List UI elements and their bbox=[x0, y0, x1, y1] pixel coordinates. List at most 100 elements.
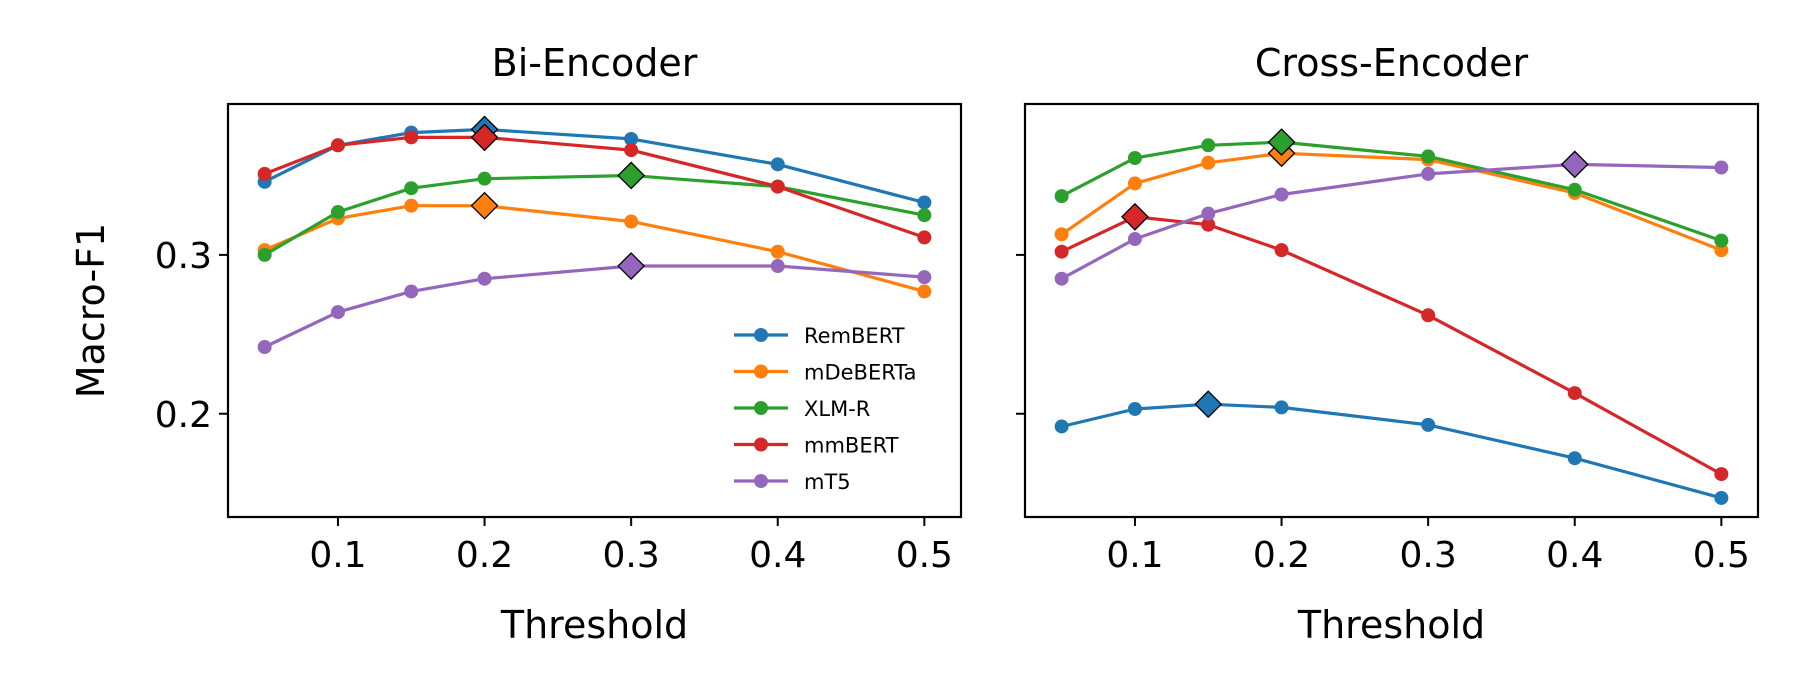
best-threshold-marker bbox=[1121, 202, 1149, 231]
data-point bbox=[917, 284, 932, 299]
series-mmBERT bbox=[1054, 202, 1729, 482]
data-point bbox=[404, 130, 419, 145]
x-tick-label: 0.1 bbox=[1106, 535, 1163, 576]
data-point bbox=[1127, 401, 1142, 416]
data-point bbox=[330, 138, 345, 153]
data-point bbox=[1054, 227, 1069, 242]
data-point bbox=[257, 247, 272, 262]
y-axis-label: Macro-F1 bbox=[69, 223, 113, 398]
best-threshold-marker bbox=[617, 161, 646, 190]
best-threshold-marker bbox=[1194, 390, 1223, 419]
legend-swatch-marker bbox=[754, 328, 768, 342]
data-point bbox=[404, 181, 419, 196]
data-point bbox=[1127, 232, 1142, 247]
data-point bbox=[1567, 182, 1582, 197]
y-tick-label: 0.3 bbox=[155, 236, 212, 277]
data-point bbox=[917, 270, 932, 285]
legend-label: mDeBERTa bbox=[804, 361, 917, 385]
data-point bbox=[257, 166, 272, 181]
data-point bbox=[1421, 417, 1436, 432]
chart-panel-1: 0.1 0.2 0.3 0.4 0.5 0.2 0.3 Bi-Encoder Threshold… bbox=[69, 41, 963, 647]
legend-swatch-marker bbox=[754, 401, 768, 415]
x-tick-label: 0.3 bbox=[603, 535, 660, 576]
legend-swatch-marker bbox=[754, 474, 768, 488]
x-tick-label: 0.4 bbox=[1546, 535, 1603, 576]
best-threshold-marker bbox=[470, 123, 499, 152]
data-point bbox=[1201, 206, 1216, 221]
data-point bbox=[1274, 400, 1289, 415]
legend-label: mmBERT bbox=[804, 434, 899, 458]
data-point bbox=[1421, 166, 1436, 181]
data-point bbox=[1054, 271, 1069, 286]
data-point bbox=[770, 259, 785, 274]
data-point bbox=[404, 284, 419, 299]
best-threshold-marker bbox=[470, 191, 499, 220]
data-point bbox=[1201, 138, 1216, 153]
data-point bbox=[1201, 217, 1216, 232]
data-point bbox=[257, 340, 272, 355]
data-point bbox=[1054, 189, 1069, 204]
x-axis-label: Threshold bbox=[500, 603, 688, 647]
data-point bbox=[1127, 176, 1142, 191]
data-point bbox=[1274, 243, 1289, 258]
legend-swatch-marker bbox=[754, 364, 768, 379]
data-point bbox=[770, 157, 785, 172]
chart-title: Cross-Encoder bbox=[1255, 41, 1529, 85]
data-point bbox=[1274, 187, 1289, 202]
y-tick-label: 0.2 bbox=[155, 395, 212, 436]
data-point bbox=[917, 208, 932, 223]
series-mDeBERTa bbox=[1054, 139, 1729, 258]
data-point bbox=[1714, 233, 1729, 248]
data-point bbox=[330, 205, 345, 220]
data-point bbox=[1567, 386, 1582, 401]
legend-swatch-marker bbox=[754, 437, 768, 452]
series-mT5 bbox=[1054, 150, 1729, 286]
best-threshold-marker bbox=[617, 252, 646, 280]
data-point bbox=[1127, 151, 1142, 166]
series-line bbox=[264, 135, 925, 239]
data-point bbox=[1421, 149, 1436, 164]
x-tick-label: 0.2 bbox=[456, 535, 513, 576]
legend-label: mT5 bbox=[804, 470, 851, 494]
data-point bbox=[624, 214, 639, 229]
series-XLM-R bbox=[1054, 128, 1729, 248]
series-line bbox=[263, 204, 925, 293]
x-tick-label: 0.1 bbox=[309, 535, 366, 576]
x-tick-label: 0.5 bbox=[1693, 535, 1750, 576]
x-axis-label: Threshold bbox=[1297, 603, 1485, 647]
series-line bbox=[1060, 151, 1722, 252]
best-threshold-marker bbox=[1267, 128, 1296, 157]
series-line bbox=[1061, 215, 1723, 476]
data-point bbox=[1054, 419, 1069, 434]
series-line bbox=[1060, 162, 1722, 281]
data-point bbox=[1714, 490, 1729, 505]
series-mT5 bbox=[257, 252, 932, 355]
plot-frame bbox=[226, 102, 963, 519]
data-point bbox=[477, 171, 492, 186]
data-point bbox=[1421, 308, 1436, 323]
chart-title: Bi-Encoder bbox=[492, 41, 698, 85]
data-point bbox=[1714, 467, 1729, 482]
legend-label: XLM-R bbox=[804, 397, 870, 421]
x-tick-label: 0.2 bbox=[1253, 535, 1310, 576]
data-point bbox=[477, 271, 492, 286]
series-RemBERT bbox=[1054, 390, 1729, 505]
data-point bbox=[404, 198, 419, 213]
series-mmBERT bbox=[257, 123, 932, 245]
data-point bbox=[917, 195, 932, 210]
series-mDeBERTa bbox=[257, 191, 932, 299]
best-threshold-marker bbox=[1560, 150, 1589, 179]
data-point bbox=[1567, 451, 1582, 466]
data-point bbox=[1201, 155, 1216, 170]
data-point bbox=[1054, 244, 1069, 259]
plot-frame bbox=[1023, 102, 1760, 519]
x-tick-label: 0.4 bbox=[749, 535, 806, 576]
series-line bbox=[263, 127, 925, 205]
chart-panel-2: 0.1 0.2 0.3 0.4 0.5 Cross-Encoder Threshold bbox=[1016, 41, 1760, 647]
data-point bbox=[1714, 160, 1729, 175]
legend: RemBERT mDeBERTa XLM-R mmBERT mT5 bbox=[734, 324, 917, 494]
data-point bbox=[330, 305, 345, 320]
x-tick-label: 0.3 bbox=[1400, 535, 1457, 576]
x-tick-label: 0.5 bbox=[896, 535, 953, 576]
